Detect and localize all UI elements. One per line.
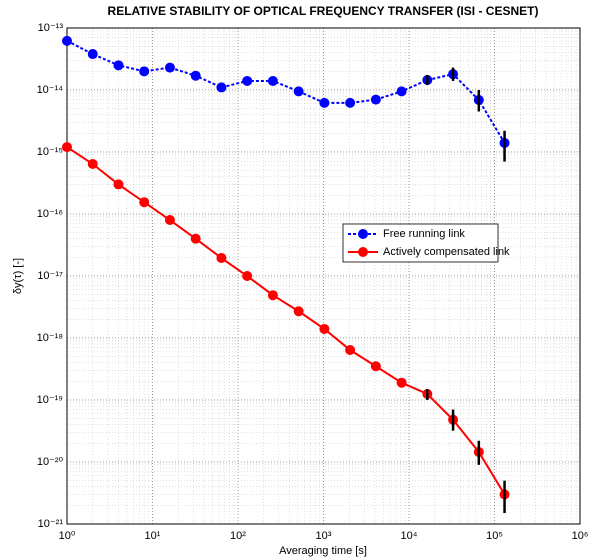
y-tick-label: 10⁻¹⁵ (37, 146, 63, 158)
legend-marker (358, 247, 368, 257)
data-point (370, 361, 381, 372)
y-tick-label: 10⁻²⁰ (37, 456, 64, 468)
series-line (66, 146, 506, 495)
plot-frame (66, 27, 581, 525)
y-tick-label: 10⁻¹⁶ (37, 208, 63, 220)
x-tick-label: 10² (230, 530, 246, 542)
y-tick-label: 10⁻¹⁹ (37, 394, 63, 406)
legend-label: Free running link (383, 228, 465, 240)
data-point (87, 49, 98, 60)
data-point (139, 66, 150, 77)
data-point (345, 345, 356, 356)
data-point (62, 35, 72, 46)
data-point (62, 142, 72, 153)
y-axis-label: δy(τ) [-] (12, 258, 24, 294)
y-tick-label: 10⁻²¹ (38, 518, 64, 530)
data-point (345, 97, 356, 108)
data-point (396, 86, 407, 97)
series-line (66, 39, 506, 144)
data-point (113, 60, 124, 71)
x-tick-label: 10⁶ (572, 530, 589, 542)
legend-box (342, 223, 499, 263)
legend-marker (358, 229, 368, 239)
data-point (164, 215, 175, 226)
x-tick-label: 10⁴ (401, 530, 418, 542)
data-point (216, 82, 227, 93)
data-point (319, 323, 330, 334)
data-point (293, 86, 304, 97)
y-tick-label: 10⁻¹⁴ (37, 84, 64, 96)
data-point (267, 75, 278, 86)
data-point (139, 197, 150, 208)
y-tick-label: 10⁻¹³ (38, 22, 64, 34)
x-tick-label: 10¹ (145, 530, 161, 542)
data-point (190, 233, 201, 244)
data-point (216, 253, 227, 264)
y-tick-label: 10⁻¹⁸ (37, 332, 63, 344)
data-point (267, 290, 278, 301)
data-point (293, 306, 304, 317)
data-point (242, 271, 253, 281)
x-tick-label: 10³ (316, 530, 332, 542)
x-tick-label: 10⁰ (59, 530, 76, 542)
data-point (113, 179, 124, 190)
y-tick-label: 10⁻¹⁷ (37, 270, 63, 282)
data-point (242, 75, 253, 86)
data-point (319, 97, 330, 108)
x-axis-label: Averaging time [s] (279, 545, 367, 557)
data-point (370, 94, 381, 105)
data-point (396, 377, 407, 388)
data-point (164, 62, 175, 73)
data-point (190, 70, 201, 81)
x-tick-label: 10⁵ (486, 530, 503, 542)
chart-title: RELATIVE STABILITY OF OPTICAL FREQUENCY … (108, 4, 539, 18)
legend-label: Actively compensated link (383, 246, 510, 258)
data-point (87, 159, 98, 170)
